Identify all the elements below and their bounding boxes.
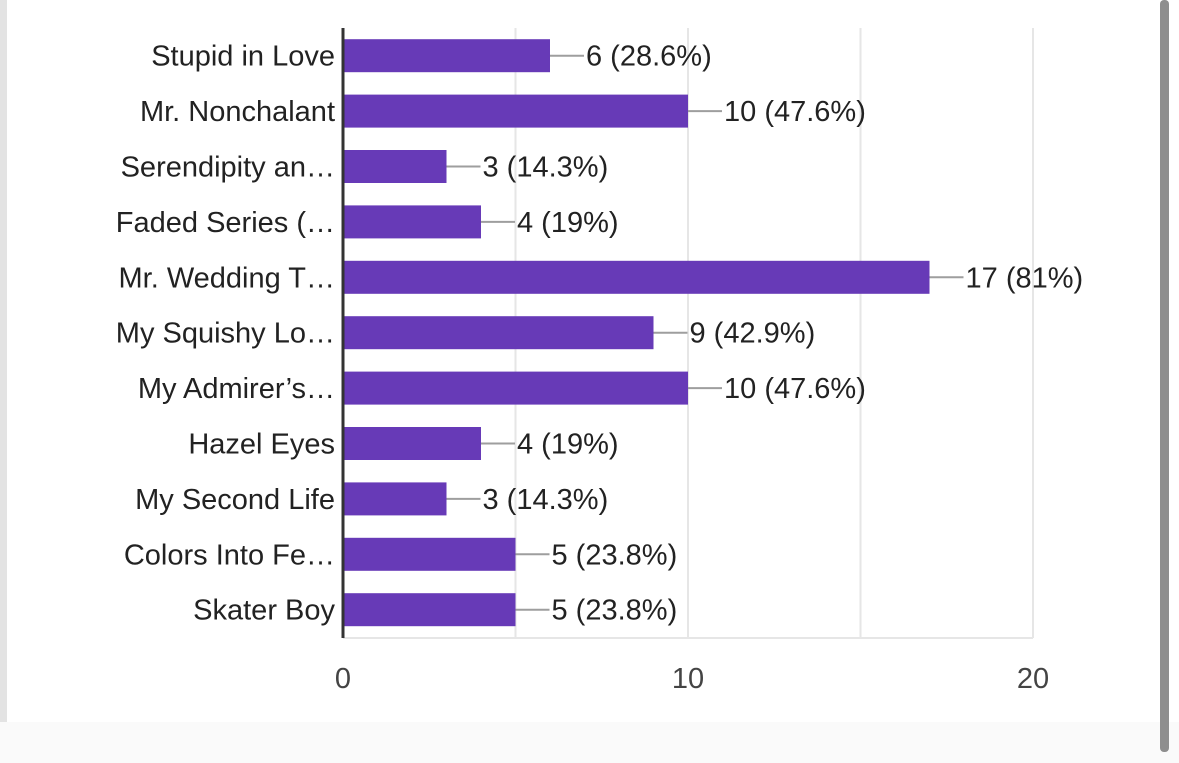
category-label: Faded Series (…	[116, 207, 335, 239]
bar	[343, 94, 688, 128]
value-label: 10 (47.6%)	[724, 373, 866, 405]
value-label: 5 (23.8%)	[552, 539, 678, 571]
x-axis-ticks: 0 10 20	[335, 663, 1049, 695]
x-tick-label: 0	[335, 663, 351, 695]
bar	[343, 593, 516, 627]
bars	[343, 39, 930, 627]
category-label: Mr. Nonchalant	[140, 96, 335, 128]
value-label: 9 (42.9%)	[690, 318, 816, 350]
value-label: 17 (81%)	[966, 262, 1084, 294]
value-label: 3 (14.3%)	[483, 152, 609, 184]
value-label: 6 (28.6%)	[586, 41, 712, 73]
value-label: 4 (19%)	[517, 429, 619, 461]
category-label: My Squishy Lo…	[116, 318, 335, 350]
category-label: Skater Boy	[193, 595, 335, 627]
value-labels: 6 (28.6%) 10 (47.6%) 3 (14.3%) 4 (19%) 17 (8…	[446, 41, 1084, 627]
category-label: Stupid in Love	[151, 41, 335, 73]
x-tick-label: 20	[1017, 663, 1049, 695]
category-labels: Stupid in Love Mr. Nonchalant Serendipity …	[116, 41, 336, 627]
value-label: 5 (23.8%)	[552, 595, 678, 627]
category-label: My Second Life	[135, 484, 335, 516]
bar	[343, 371, 688, 405]
category-label: My Admirer’s…	[138, 373, 335, 405]
category-label: Colors Into Fe…	[124, 539, 335, 571]
bar	[343, 39, 550, 73]
bar	[343, 205, 481, 239]
card-left-border	[0, 0, 7, 763]
bar	[343, 150, 447, 183]
card-bottom-strip	[0, 722, 1179, 763]
category-label: Hazel Eyes	[188, 429, 335, 461]
vertical-scrollbar[interactable]	[1160, 0, 1169, 752]
bar	[343, 260, 930, 294]
bar	[343, 427, 481, 460]
value-label: 4 (19%)	[517, 207, 619, 239]
bar	[343, 537, 516, 571]
bar	[343, 316, 654, 350]
value-label: 10 (47.6%)	[724, 96, 866, 128]
value-label: 3 (14.3%)	[483, 484, 609, 516]
bar	[343, 482, 447, 516]
category-label: Mr. Wedding T…	[118, 262, 335, 294]
category-label: Serendipity an…	[121, 152, 335, 184]
x-tick-label: 10	[672, 663, 704, 695]
